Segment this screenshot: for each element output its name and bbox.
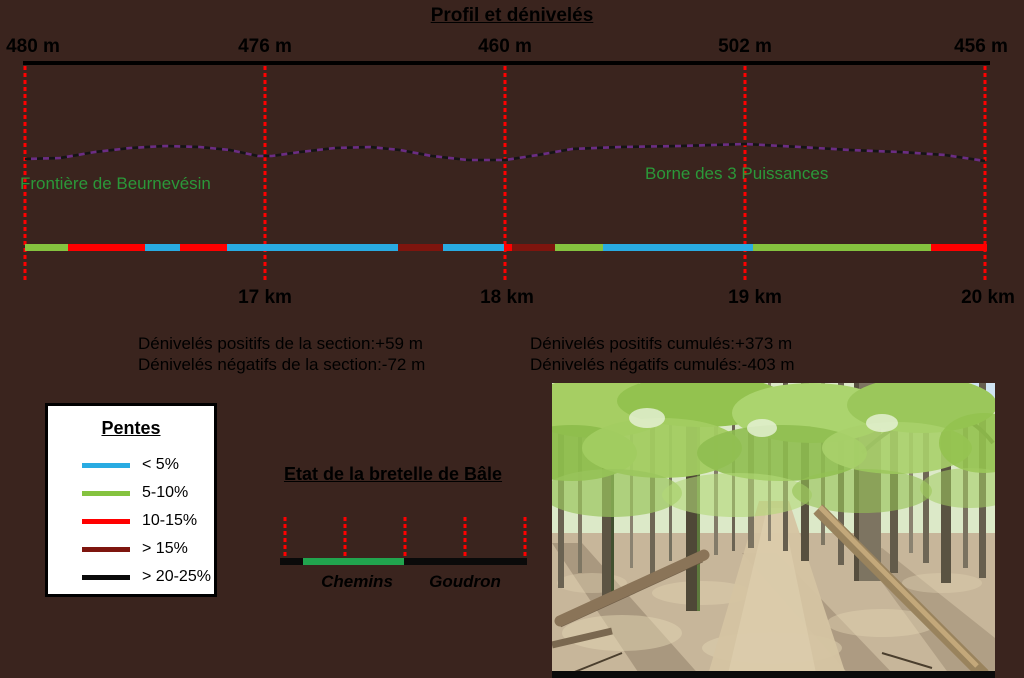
slope-segment: [555, 244, 603, 251]
elevation-label: 456 m: [954, 36, 1008, 57]
legend-item: > 15%: [82, 540, 214, 557]
stat-section-positive: Dénivelés positifs de la section:+59 m: [138, 334, 423, 353]
slope-segment: [443, 244, 504, 251]
forest-trail-photo: [552, 383, 995, 678]
page-title: Profil et dénivelés: [430, 5, 594, 26]
elevation-label: 480 m: [6, 36, 60, 57]
stat-cumulative-negative: Dénivelés négatifs cumulés:-403 m: [530, 355, 795, 374]
legend-label: < 5%: [142, 456, 179, 473]
legend-swatch-blue: [82, 462, 130, 468]
km-label: 17 km: [238, 287, 292, 308]
elevation-curve-shadow: [24, 142, 986, 163]
bretelle-segment: [303, 558, 404, 565]
legend-items: < 5% 5-10% 10-15% > 15% > 20-25%: [48, 439, 214, 585]
slope-segment: [512, 244, 555, 251]
legend-label: > 15%: [142, 540, 188, 557]
legend-label: 5-10%: [142, 484, 189, 501]
legend-swatch-darkred: [82, 546, 130, 552]
km-label: 18 km: [480, 287, 534, 308]
bretelle-segment: [280, 558, 303, 565]
slope-legend: Pentes < 5% 5-10% 10-15% > 15% > 20-25%: [45, 403, 217, 597]
elevation-label: 476 m: [238, 36, 292, 57]
stat-section-negative: Dénivelés négatifs de la section:-72 m: [138, 355, 426, 374]
waypoint-label-frontiere: Frontière de Beurnevésin: [20, 174, 211, 193]
legend-swatch-black: [82, 574, 130, 580]
legend-item: 5-10%: [82, 484, 214, 501]
legend-item: > 20-25%: [82, 568, 214, 585]
legend-title: Pentes: [101, 418, 161, 438]
legend-item: < 5%: [82, 456, 214, 473]
elevation-curve: [24, 142, 986, 163]
bretelle-segment: [404, 558, 527, 565]
legend-label: 10-15%: [142, 512, 198, 529]
legend-item: 10-15%: [82, 512, 214, 529]
km-label: 19 km: [728, 287, 782, 308]
surface-label-chemins: Chemins: [321, 572, 393, 591]
slope-segment: [603, 244, 753, 251]
slope-segment: [227, 244, 398, 251]
legend-swatch-green: [82, 490, 130, 496]
elevation-label: 502 m: [718, 36, 772, 57]
slope-segment: [25, 244, 68, 251]
elevation-label: 460 m: [478, 36, 532, 57]
stat-cumulative-positive: Dénivelés positifs cumulés:+373 m: [530, 334, 793, 353]
slope-segment: [753, 244, 931, 251]
bretelle-title: Etat de la bretelle de Bâle: [283, 464, 503, 484]
forest-trail-photo-art: [552, 383, 995, 678]
slope-segment: [504, 244, 512, 251]
legend-label: > 20-25%: [142, 568, 211, 585]
slope-segment: [931, 244, 987, 251]
waypoint-label-borne: Borne des 3 Puissances: [645, 164, 829, 183]
km-label: 20 km: [961, 287, 1015, 308]
surface-label-goudron: Goudron: [429, 572, 501, 591]
slope-segment: [145, 244, 180, 251]
slope-segment: [180, 244, 227, 251]
legend-swatch-red: [82, 518, 130, 524]
slope-segment: [68, 244, 145, 251]
slope-segment: [398, 244, 443, 251]
